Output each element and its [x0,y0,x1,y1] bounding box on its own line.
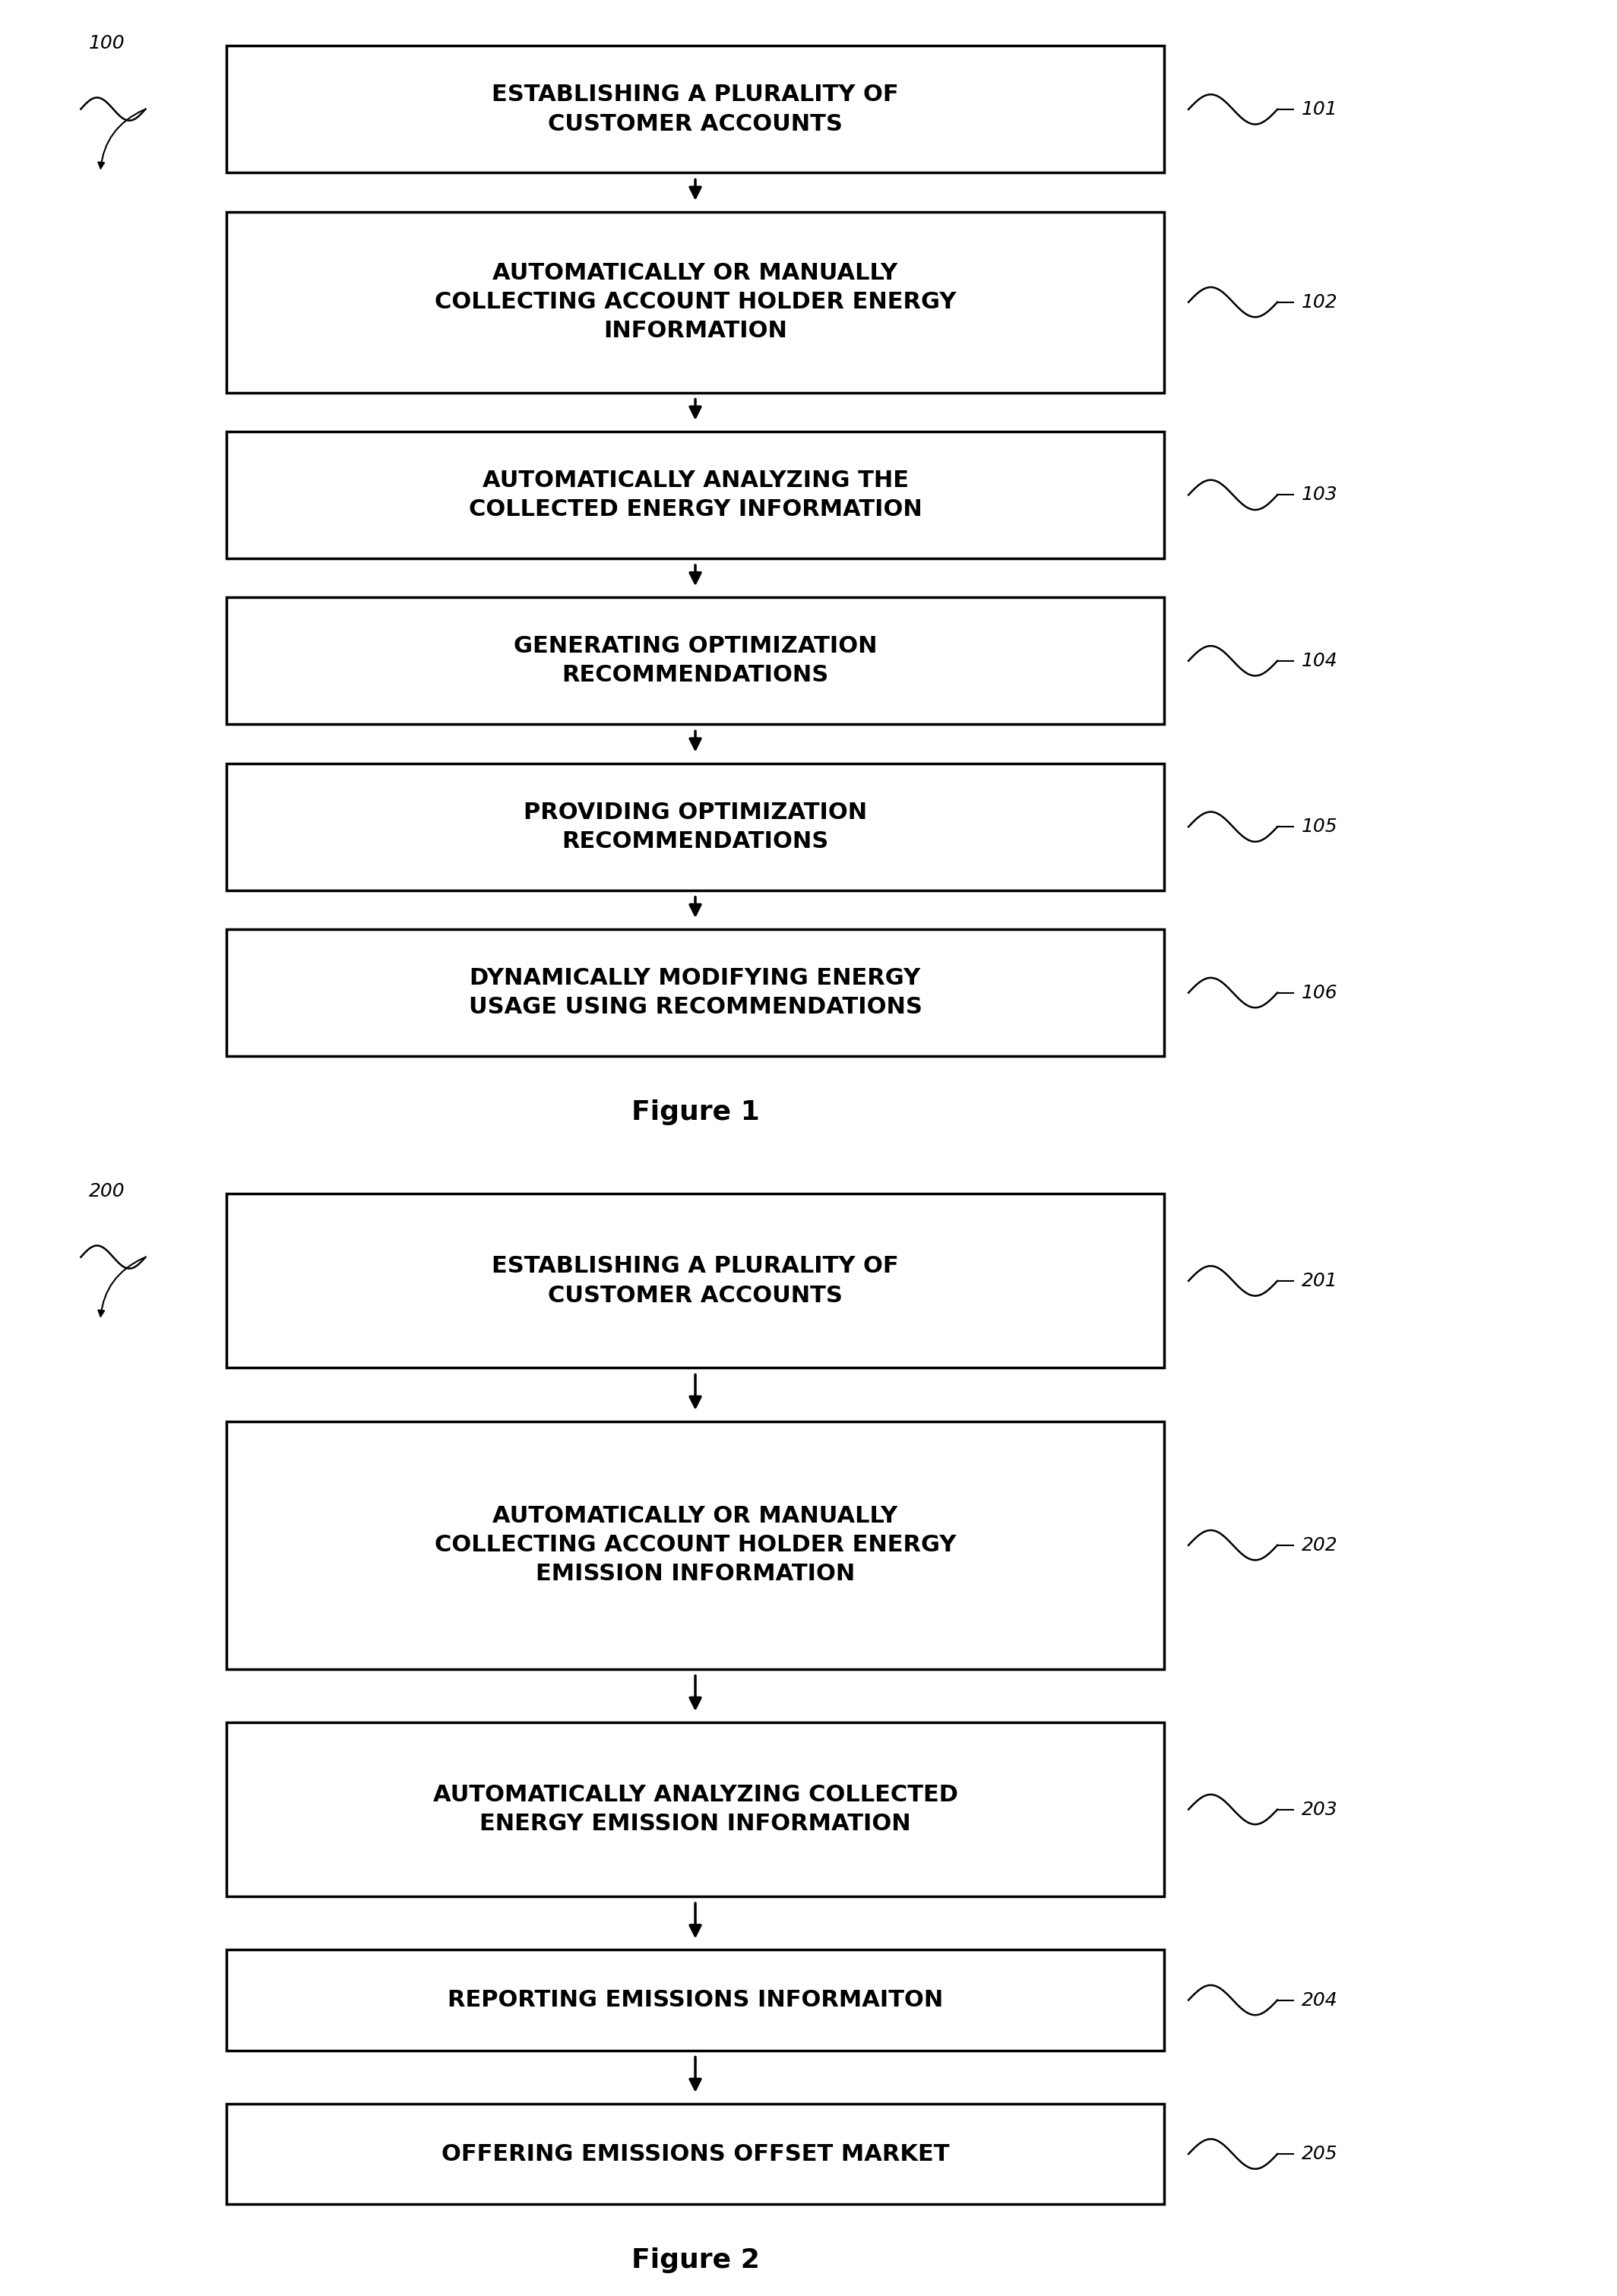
Text: 204: 204 [1302,1991,1337,2009]
Bar [226,1722,1164,1896]
Bar [226,930,1164,1056]
Text: 105: 105 [1302,817,1337,836]
Text: 205: 205 [1302,2144,1337,2163]
Bar [226,762,1164,891]
Bar [226,211,1164,393]
Text: 106: 106 [1302,983,1337,1001]
Text: Figure 2: Figure 2 [631,2248,760,2273]
Text: Figure 1: Figure 1 [631,1100,760,1125]
Text: ESTABLISHING A PLURALITY OF
CUSTOMER ACCOUNTS: ESTABLISHING A PLURALITY OF CUSTOMER ACC… [492,1256,899,1306]
Text: 101: 101 [1302,101,1337,119]
Text: 203: 203 [1302,1800,1337,1818]
Text: 202: 202 [1302,1536,1337,1554]
Bar [226,1949,1164,2050]
Text: PROVIDING OPTIMIZATION
RECOMMENDATIONS: PROVIDING OPTIMIZATION RECOMMENDATIONS [524,801,867,852]
Text: 200: 200 [89,1182,125,1201]
Bar [226,1194,1164,1368]
Text: DYNAMICALLY MODIFYING ENERGY
USAGE USING RECOMMENDATIONS: DYNAMICALLY MODIFYING ENERGY USAGE USING… [469,967,922,1017]
Bar [226,2103,1164,2204]
Text: GENERATING OPTIMIZATION
RECOMMENDATIONS: GENERATING OPTIMIZATION RECOMMENDATIONS [514,636,876,687]
Text: AUTOMATICALLY OR MANUALLY
COLLECTING ACCOUNT HOLDER ENERGY
INFORMATION: AUTOMATICALLY OR MANUALLY COLLECTING ACC… [435,262,956,342]
Text: ESTABLISHING A PLURALITY OF
CUSTOMER ACCOUNTS: ESTABLISHING A PLURALITY OF CUSTOMER ACC… [492,85,899,135]
Bar [226,1421,1164,1669]
Text: OFFERING EMISSIONS OFFSET MARKET: OFFERING EMISSIONS OFFSET MARKET [441,2142,949,2165]
Text: 201: 201 [1302,1272,1337,1290]
Text: REPORTING EMISSIONS INFORMAITON: REPORTING EMISSIONS INFORMAITON [448,1988,943,2011]
Text: AUTOMATICALLY OR MANUALLY
COLLECTING ACCOUNT HOLDER ENERGY
EMISSION INFORMATION: AUTOMATICALLY OR MANUALLY COLLECTING ACC… [435,1506,956,1584]
Text: 104: 104 [1302,652,1337,670]
Text: AUTOMATICALLY ANALYZING THE
COLLECTED ENERGY INFORMATION: AUTOMATICALLY ANALYZING THE COLLECTED EN… [469,468,922,521]
Text: AUTOMATICALLY ANALYZING COLLECTED
ENERGY EMISSION INFORMATION: AUTOMATICALLY ANALYZING COLLECTED ENERGY… [433,1784,957,1835]
Bar [226,46,1164,172]
Text: 103: 103 [1302,487,1337,505]
Bar [226,597,1164,723]
Text: 102: 102 [1302,294,1337,312]
Text: 100: 100 [89,34,125,53]
Bar [226,432,1164,558]
